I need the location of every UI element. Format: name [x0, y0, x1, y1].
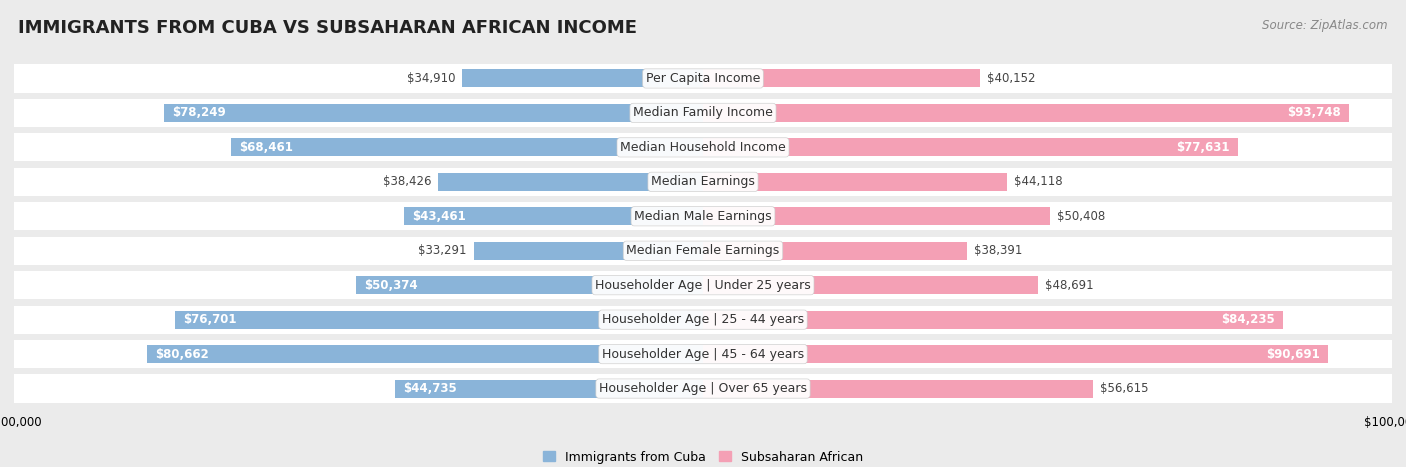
Text: Median Male Earnings: Median Male Earnings [634, 210, 772, 223]
Bar [14, 340, 1392, 368]
Bar [703, 138, 1237, 156]
Bar [14, 202, 1392, 230]
Bar [703, 173, 1007, 191]
Text: $80,662: $80,662 [156, 347, 209, 361]
Text: $48,691: $48,691 [1045, 279, 1094, 292]
Text: $33,291: $33,291 [418, 244, 467, 257]
Bar [14, 271, 1392, 299]
Text: $77,631: $77,631 [1175, 141, 1230, 154]
Text: $78,249: $78,249 [172, 106, 226, 120]
Text: $68,461: $68,461 [239, 141, 294, 154]
Bar [148, 345, 703, 363]
Text: Householder Age | Over 65 years: Householder Age | Over 65 years [599, 382, 807, 395]
Text: $93,748: $93,748 [1286, 106, 1340, 120]
Text: $38,391: $38,391 [974, 244, 1022, 257]
Text: Per Capita Income: Per Capita Income [645, 72, 761, 85]
Bar [404, 207, 703, 225]
Bar [703, 70, 980, 87]
Bar [703, 345, 1327, 363]
Bar [14, 168, 1392, 196]
Bar [703, 380, 1092, 397]
Bar [703, 207, 1050, 225]
Text: $90,691: $90,691 [1265, 347, 1320, 361]
Bar [14, 99, 1392, 127]
Bar [703, 276, 1039, 294]
Text: Median Household Income: Median Household Income [620, 141, 786, 154]
Bar [703, 242, 967, 260]
Bar [474, 242, 703, 260]
Text: IMMIGRANTS FROM CUBA VS SUBSAHARAN AFRICAN INCOME: IMMIGRANTS FROM CUBA VS SUBSAHARAN AFRIC… [18, 19, 637, 37]
Text: $38,426: $38,426 [382, 175, 432, 188]
Text: $34,910: $34,910 [408, 72, 456, 85]
Bar [14, 375, 1392, 403]
Legend: Immigrants from Cuba, Subsaharan African: Immigrants from Cuba, Subsaharan African [537, 446, 869, 467]
Text: $50,408: $50,408 [1057, 210, 1105, 223]
Text: $44,735: $44,735 [404, 382, 457, 395]
Text: $43,461: $43,461 [412, 210, 465, 223]
Bar [14, 64, 1392, 92]
Text: $76,701: $76,701 [183, 313, 236, 326]
Bar [14, 237, 1392, 265]
Bar [232, 138, 703, 156]
Bar [395, 380, 703, 397]
Text: $84,235: $84,235 [1222, 313, 1275, 326]
Bar [14, 133, 1392, 162]
Bar [174, 311, 703, 329]
Text: $44,118: $44,118 [1014, 175, 1063, 188]
Bar [463, 70, 703, 87]
Bar [703, 311, 1284, 329]
Bar [165, 104, 703, 122]
Text: Median Female Earnings: Median Female Earnings [627, 244, 779, 257]
Bar [439, 173, 703, 191]
Text: Householder Age | Under 25 years: Householder Age | Under 25 years [595, 279, 811, 292]
Text: Median Family Income: Median Family Income [633, 106, 773, 120]
Text: $56,615: $56,615 [1099, 382, 1149, 395]
Text: $50,374: $50,374 [364, 279, 418, 292]
Bar [14, 305, 1392, 334]
Text: Source: ZipAtlas.com: Source: ZipAtlas.com [1263, 19, 1388, 32]
Text: $40,152: $40,152 [987, 72, 1035, 85]
Bar [703, 104, 1348, 122]
Text: Householder Age | 25 - 44 years: Householder Age | 25 - 44 years [602, 313, 804, 326]
Text: Median Earnings: Median Earnings [651, 175, 755, 188]
Text: Householder Age | 45 - 64 years: Householder Age | 45 - 64 years [602, 347, 804, 361]
Bar [356, 276, 703, 294]
